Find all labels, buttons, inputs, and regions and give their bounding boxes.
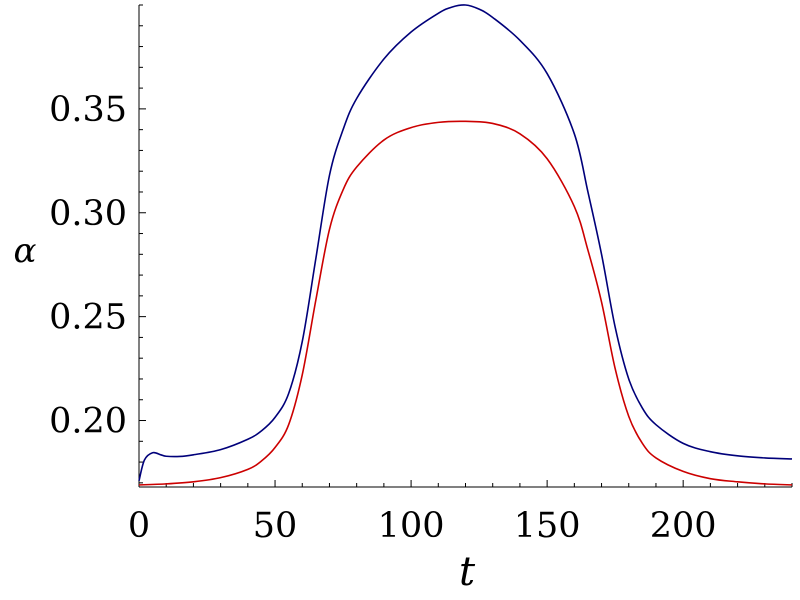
y-tick-label: 0.25: [49, 298, 127, 338]
axes: [138, 4, 793, 488]
series-group: [138, 4, 793, 486]
y-tick-label: 0.35: [49, 90, 127, 130]
x-tick-label: 50: [253, 506, 298, 546]
series-line-1: [138, 4, 793, 481]
tick-labels: 0.20 0.25 0.30 0.35 0 50 100 150 200: [49, 90, 717, 546]
x-tick-label: 200: [650, 506, 717, 546]
x-tick-label: 100: [378, 506, 445, 546]
y-tick-label: 0.30: [49, 194, 127, 234]
y-tick-label: 0.20: [49, 402, 127, 442]
y-axis-title: α: [14, 231, 37, 271]
x-tick-label: 0: [128, 506, 150, 546]
series-line-2: [138, 120, 793, 486]
x-axis-title: t: [459, 549, 476, 595]
x-tick-label: 150: [514, 506, 581, 546]
